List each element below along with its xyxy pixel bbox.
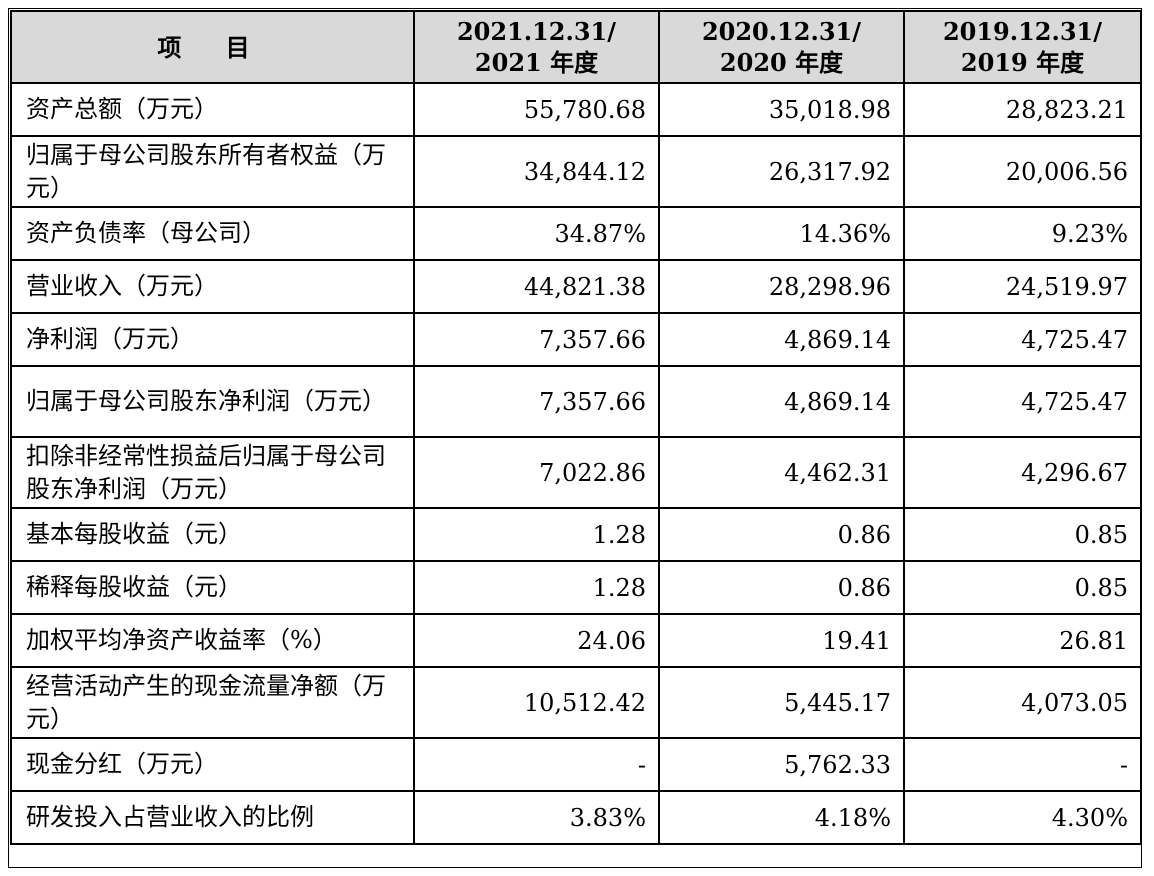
table-row: 净利润（万元） 7,357.66 4,869.14 4,725.47 <box>10 312 1142 367</box>
row-label: 稀释每股收益（元） <box>10 560 415 615</box>
row-label: 经营活动产生的现金流量净额（万元） <box>10 666 415 739</box>
header-2020: 2020.12.31/ 2020 年度 <box>658 10 905 84</box>
row-label: 资产总额（万元） <box>10 82 415 137</box>
value-2019: 4,725.47 <box>903 365 1142 438</box>
value-2020: 5,445.17 <box>658 666 905 739</box>
value-2019: - <box>903 737 1142 792</box>
header-2021: 2021.12.31/ 2021 年度 <box>413 10 660 84</box>
header-item: 项 目 <box>10 10 415 84</box>
value-2019: 4.30% <box>903 790 1142 845</box>
value-2020: 28,298.96 <box>658 259 905 314</box>
value-2019: 28,823.21 <box>903 82 1142 137</box>
value-2021: 3.83% <box>413 790 660 845</box>
header-2019: 2019.12.31/ 2019 年度 <box>903 10 1142 84</box>
value-2020: 5,762.33 <box>658 737 905 792</box>
table-row: 归属于母公司股东所有者权益（万元） 34,844.12 26,317.92 20… <box>10 135 1142 208</box>
value-2019: 9.23% <box>903 206 1142 261</box>
row-label: 资产负债率（母公司） <box>10 206 415 261</box>
value-2021: 7,357.66 <box>413 312 660 367</box>
table-row: 营业收入（万元） 44,821.38 28,298.96 24,519.97 <box>10 259 1142 314</box>
value-2021: 34.87% <box>413 206 660 261</box>
header-2020-year: 2020 年度 <box>719 48 844 77</box>
table-row: 现金分红（万元） - 5,762.33 - <box>10 737 1142 792</box>
value-2019: 4,296.67 <box>903 436 1142 509</box>
row-label: 归属于母公司股东净利润（万元） <box>10 365 415 438</box>
value-2020: 35,018.98 <box>658 82 905 137</box>
row-label: 归属于母公司股东所有者权益（万元） <box>10 135 415 208</box>
header-2019-date: 2019.12.31/ <box>942 17 1103 46</box>
row-label: 现金分红（万元） <box>10 737 415 792</box>
value-2021: 10,512.42 <box>413 666 660 739</box>
value-2021: 44,821.38 <box>413 259 660 314</box>
value-2019: 20,006.56 <box>903 135 1142 208</box>
value-2021: 24.06 <box>413 613 660 668</box>
value-2021: 1.28 <box>413 560 660 615</box>
value-2020: 4,869.14 <box>658 312 905 367</box>
value-2020: 19.41 <box>658 613 905 668</box>
row-label: 净利润（万元） <box>10 312 415 367</box>
financial-summary-table: 项 目 2021.12.31/ 2021 年度 2020.12.31/ 2020… <box>10 10 1142 845</box>
row-label: 扣除非经常性损益后归属于母公司股东净利润（万元） <box>10 436 415 509</box>
table-row: 研发投入占营业收入的比例 3.83% 4.18% 4.30% <box>10 790 1142 845</box>
value-2019: 0.85 <box>903 507 1142 562</box>
header-2021-year: 2021 年度 <box>474 48 599 77</box>
value-2019: 26.81 <box>903 613 1142 668</box>
value-2019: 4,725.47 <box>903 312 1142 367</box>
value-2021: 7,357.66 <box>413 365 660 438</box>
value-2021: 55,780.68 <box>413 82 660 137</box>
value-2021: 1.28 <box>413 507 660 562</box>
value-2021: 34,844.12 <box>413 135 660 208</box>
row-label: 营业收入（万元） <box>10 259 415 314</box>
table-row: 经营活动产生的现金流量净额（万元） 10,512.42 5,445.17 4,0… <box>10 666 1142 739</box>
table-row: 加权平均净资产收益率（%） 24.06 19.41 26.81 <box>10 613 1142 668</box>
value-2019: 4,073.05 <box>903 666 1142 739</box>
value-2020: 4,462.31 <box>658 436 905 509</box>
value-2021: 7,022.86 <box>413 436 660 509</box>
table-header-row: 项 目 2021.12.31/ 2021 年度 2020.12.31/ 2020… <box>10 10 1142 84</box>
header-2021-date: 2021.12.31/ <box>456 17 617 46</box>
table-row: 归属于母公司股东净利润（万元） 7,357.66 4,869.14 4,725.… <box>10 365 1142 438</box>
table-row: 稀释每股收益（元） 1.28 0.86 0.85 <box>10 560 1142 615</box>
table-row: 资产总额（万元） 55,780.68 35,018.98 28,823.21 <box>10 82 1142 137</box>
value-2020: 0.86 <box>658 560 905 615</box>
table-row: 资产负债率（母公司） 34.87% 14.36% 9.23% <box>10 206 1142 261</box>
row-label: 基本每股收益（元） <box>10 507 415 562</box>
table-row: 基本每股收益（元） 1.28 0.86 0.85 <box>10 507 1142 562</box>
header-2020-date: 2020.12.31/ <box>701 17 862 46</box>
row-label: 加权平均净资产收益率（%） <box>10 613 415 668</box>
value-2020: 4.18% <box>658 790 905 845</box>
value-2021: - <box>413 737 660 792</box>
value-2020: 0.86 <box>658 507 905 562</box>
value-2020: 26,317.92 <box>658 135 905 208</box>
table-row: 扣除非经常性损益后归属于母公司股东净利润（万元） 7,022.86 4,462.… <box>10 436 1142 509</box>
value-2020: 14.36% <box>658 206 905 261</box>
value-2019: 0.85 <box>903 560 1142 615</box>
header-2019-year: 2019 年度 <box>960 48 1085 77</box>
row-label: 研发投入占营业收入的比例 <box>10 790 415 845</box>
value-2020: 4,869.14 <box>658 365 905 438</box>
value-2019: 24,519.97 <box>903 259 1142 314</box>
